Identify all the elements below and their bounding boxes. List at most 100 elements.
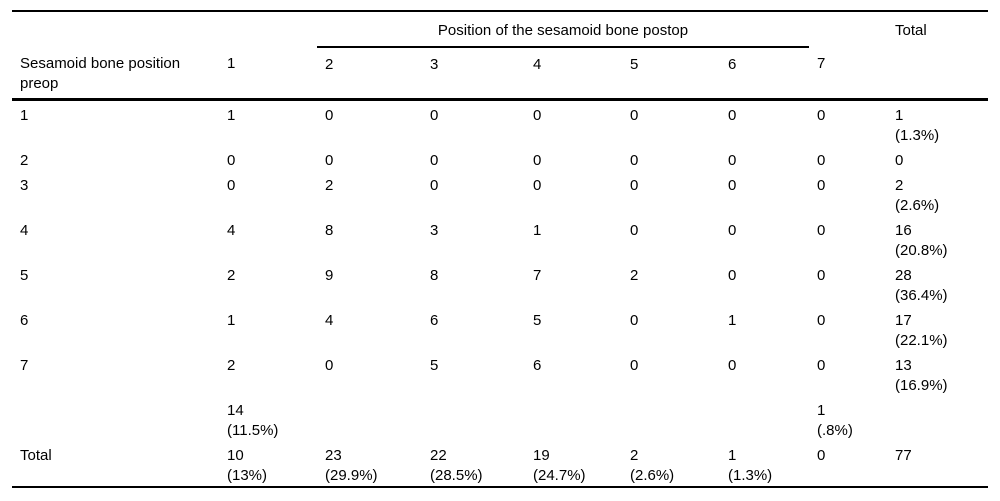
- cell-count: 0: [817, 177, 826, 194]
- row-total-cell: 13 (16.9%): [887, 351, 988, 396]
- cell-count: 10: [227, 447, 244, 464]
- data-cell: 23 (29.9%): [317, 441, 422, 487]
- data-cell: 2: [219, 261, 317, 306]
- data-cell: 0: [622, 100, 720, 147]
- data-cell: 4: [219, 216, 317, 261]
- data-cell: 1: [525, 216, 622, 261]
- cell-count: 0: [325, 152, 334, 169]
- row-label: 4: [20, 222, 29, 239]
- cell-count: 1: [533, 222, 542, 239]
- row-label: 2: [20, 152, 29, 169]
- data-cell: 2: [317, 171, 422, 216]
- cell-percentage: (24.7%): [533, 467, 586, 484]
- data-cell: 0: [219, 171, 317, 216]
- row-total-cell: 77: [887, 441, 988, 487]
- cell-count: 0: [817, 312, 826, 329]
- data-cell: 9: [317, 261, 422, 306]
- cell-count: 0: [728, 357, 737, 374]
- column-header-7: 7: [809, 47, 887, 101]
- row-total-cell: 28 (36.4%): [887, 261, 988, 306]
- data-cell: 0: [622, 171, 720, 216]
- data-cell: 0: [525, 100, 622, 147]
- data-cell: 4: [317, 306, 422, 351]
- cell-count: 8: [325, 222, 334, 239]
- data-cell: 0: [720, 171, 809, 216]
- data-cell: 0: [720, 261, 809, 306]
- cell-count: 2: [325, 177, 334, 194]
- cell-count: 0: [533, 107, 542, 124]
- data-cell: [525, 396, 622, 441]
- table-row: 1 1 0 0 0 0 0 0 1 (1.3%): [12, 100, 988, 147]
- data-cell: 0: [525, 146, 622, 171]
- data-cell: 0: [525, 171, 622, 216]
- data-cell: [622, 396, 720, 441]
- row-label: 5: [20, 267, 29, 284]
- cell-count: 2: [227, 267, 236, 284]
- row-label: [12, 396, 219, 441]
- cell-count: 17: [895, 312, 912, 329]
- data-cell: 0: [622, 216, 720, 261]
- cell-count: 0: [817, 447, 826, 464]
- cell-count: 2: [630, 267, 639, 284]
- cell-percentage: (1.3%): [895, 127, 940, 144]
- data-cell: 10 (13%): [219, 441, 317, 487]
- cell-count: 1: [227, 312, 236, 329]
- row-total-cell: 17 (22.1%): [887, 306, 988, 351]
- cell-count: 0: [728, 222, 737, 239]
- table-header: Position of the sesamoid bone postop Tot…: [12, 11, 988, 101]
- cell-count: 0: [630, 152, 639, 169]
- cell-count: 0: [817, 267, 826, 284]
- cell-count: 77: [895, 447, 912, 464]
- table-row: 4 4 8 3 1 0 0 0 16 (20.8%): [12, 216, 988, 261]
- spanner-header-row: Position of the sesamoid bone postop Tot…: [12, 11, 988, 48]
- data-cell: 0: [809, 351, 887, 396]
- cell-count: 5: [533, 312, 542, 329]
- data-cell: 0: [622, 146, 720, 171]
- cell-percentage: (20.8%): [895, 242, 948, 259]
- cell-count: 2: [227, 357, 236, 374]
- cell-count: 28: [895, 267, 912, 284]
- data-cell: 1: [720, 306, 809, 351]
- table-row: Total 10 (13%) 23 (29.9%) 22 (28.5%) 19 (24.7%) 2…: [12, 441, 988, 487]
- cell-percentage: (1.3%): [728, 467, 773, 484]
- cell-count: 1: [728, 447, 737, 464]
- cell-count: 0: [630, 222, 639, 239]
- cell-count: 0: [227, 177, 236, 194]
- cell-count: 0: [630, 177, 639, 194]
- data-cell: 0: [720, 351, 809, 396]
- cell-count: 2: [630, 447, 639, 464]
- table-row: 5 2 9 8 7 2 0 0 28 (36.4%): [12, 261, 988, 306]
- data-cell: 0: [422, 146, 525, 171]
- cell-count: 4: [325, 312, 334, 329]
- data-cell: 0: [809, 441, 887, 487]
- cell-count: 13: [895, 357, 912, 374]
- cell-percentage: (.8%): [817, 422, 853, 439]
- cell-percentage: (16.9%): [895, 377, 948, 394]
- cell-count: 3: [430, 222, 439, 239]
- cell-count: 0: [325, 357, 334, 374]
- cell-count: 9: [325, 267, 334, 284]
- cell-count: 0: [728, 267, 737, 284]
- data-cell: [317, 396, 422, 441]
- cell-count: 0: [430, 107, 439, 124]
- row-label: 6: [20, 312, 29, 329]
- cell-count: 0: [817, 222, 826, 239]
- data-cell: 0: [809, 306, 887, 351]
- cell-count: 0: [227, 152, 236, 169]
- data-cell: 1: [219, 306, 317, 351]
- data-cell: 0: [809, 171, 887, 216]
- data-cell: 5: [525, 306, 622, 351]
- data-cell: 0: [422, 171, 525, 216]
- cell-percentage: (11.5%): [227, 422, 279, 439]
- cell-count: 1: [895, 107, 904, 124]
- cell-count: 14: [227, 402, 244, 419]
- cell-count: 0: [630, 312, 639, 329]
- column-header-4: 4: [525, 47, 622, 101]
- cell-count: 0: [728, 177, 737, 194]
- data-cell: 8: [422, 261, 525, 306]
- cell-count: 23: [325, 447, 342, 464]
- cell-count: 0: [817, 357, 826, 374]
- cell-count: 2: [895, 177, 904, 194]
- cell-count: 0: [817, 152, 826, 169]
- cell-percentage: (2.6%): [630, 467, 675, 484]
